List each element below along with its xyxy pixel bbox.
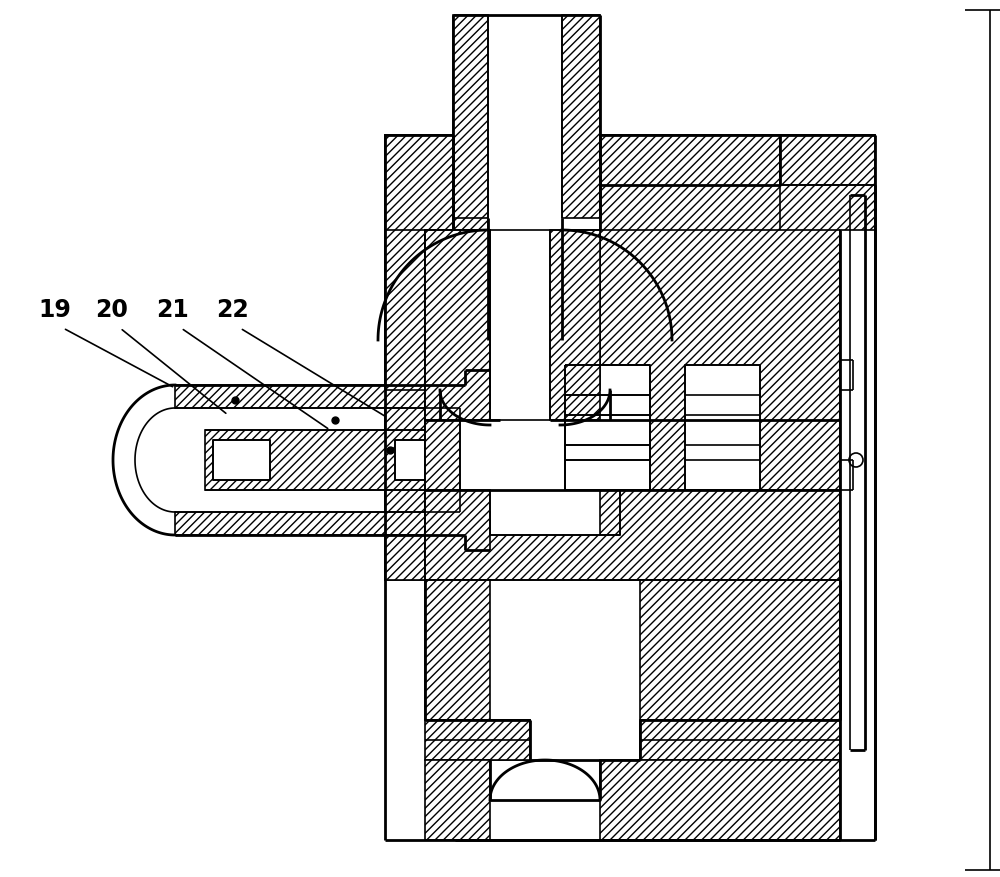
Polygon shape	[213, 440, 270, 480]
Polygon shape	[425, 490, 840, 580]
Polygon shape	[425, 230, 490, 390]
Polygon shape	[685, 365, 760, 490]
Polygon shape	[395, 440, 425, 480]
Polygon shape	[425, 760, 490, 840]
Text: 22: 22	[216, 298, 248, 322]
Polygon shape	[425, 230, 490, 420]
Polygon shape	[425, 720, 530, 760]
Polygon shape	[453, 15, 488, 230]
Polygon shape	[600, 760, 840, 840]
Polygon shape	[385, 135, 453, 580]
Polygon shape	[385, 135, 488, 230]
Polygon shape	[425, 370, 490, 550]
Text: 21: 21	[157, 298, 189, 322]
Text: 20: 20	[96, 298, 128, 322]
Polygon shape	[175, 512, 425, 535]
Polygon shape	[562, 230, 600, 390]
Polygon shape	[205, 430, 425, 490]
Polygon shape	[565, 365, 650, 490]
Polygon shape	[600, 135, 875, 580]
Polygon shape	[385, 230, 425, 390]
Polygon shape	[640, 580, 840, 760]
Text: 19: 19	[39, 298, 71, 322]
Polygon shape	[640, 720, 840, 760]
Polygon shape	[425, 580, 530, 760]
Polygon shape	[562, 15, 600, 218]
Polygon shape	[600, 135, 875, 185]
Polygon shape	[175, 385, 425, 408]
Polygon shape	[550, 230, 600, 420]
Polygon shape	[385, 135, 453, 580]
